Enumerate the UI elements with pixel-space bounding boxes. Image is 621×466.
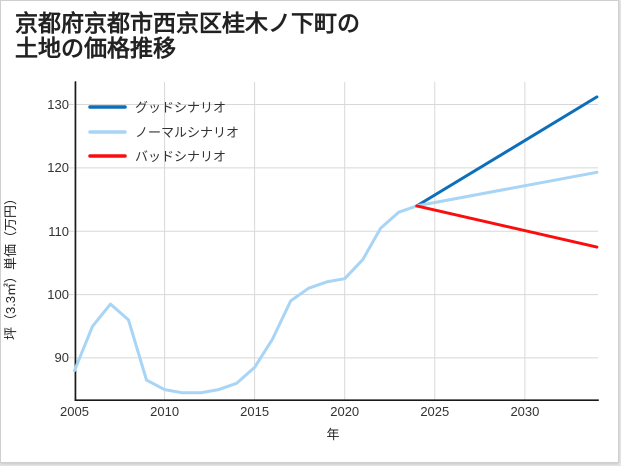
svg-text:100: 100 xyxy=(47,287,69,302)
svg-text:2005: 2005 xyxy=(60,404,89,419)
svg-text:坪（3.3㎡）単価（万円）: 坪（3.3㎡）単価（万円） xyxy=(3,192,18,340)
svg-text:120: 120 xyxy=(47,160,69,175)
svg-text:バッドシナリオ: バッドシナリオ xyxy=(135,149,226,164)
svg-text:グッドシナリオ: グッドシナリオ xyxy=(135,100,226,115)
svg-text:2010: 2010 xyxy=(150,404,179,419)
svg-text:2020: 2020 xyxy=(330,404,359,419)
svg-text:2025: 2025 xyxy=(420,404,449,419)
svg-text:ノーマルシナリオ: ノーマルシナリオ xyxy=(135,125,239,140)
svg-text:年: 年 xyxy=(326,427,339,442)
svg-text:130: 130 xyxy=(47,97,69,112)
svg-text:110: 110 xyxy=(48,224,69,239)
svg-text:2030: 2030 xyxy=(510,404,539,419)
svg-text:90: 90 xyxy=(55,350,69,365)
svg-text:2015: 2015 xyxy=(240,404,269,419)
